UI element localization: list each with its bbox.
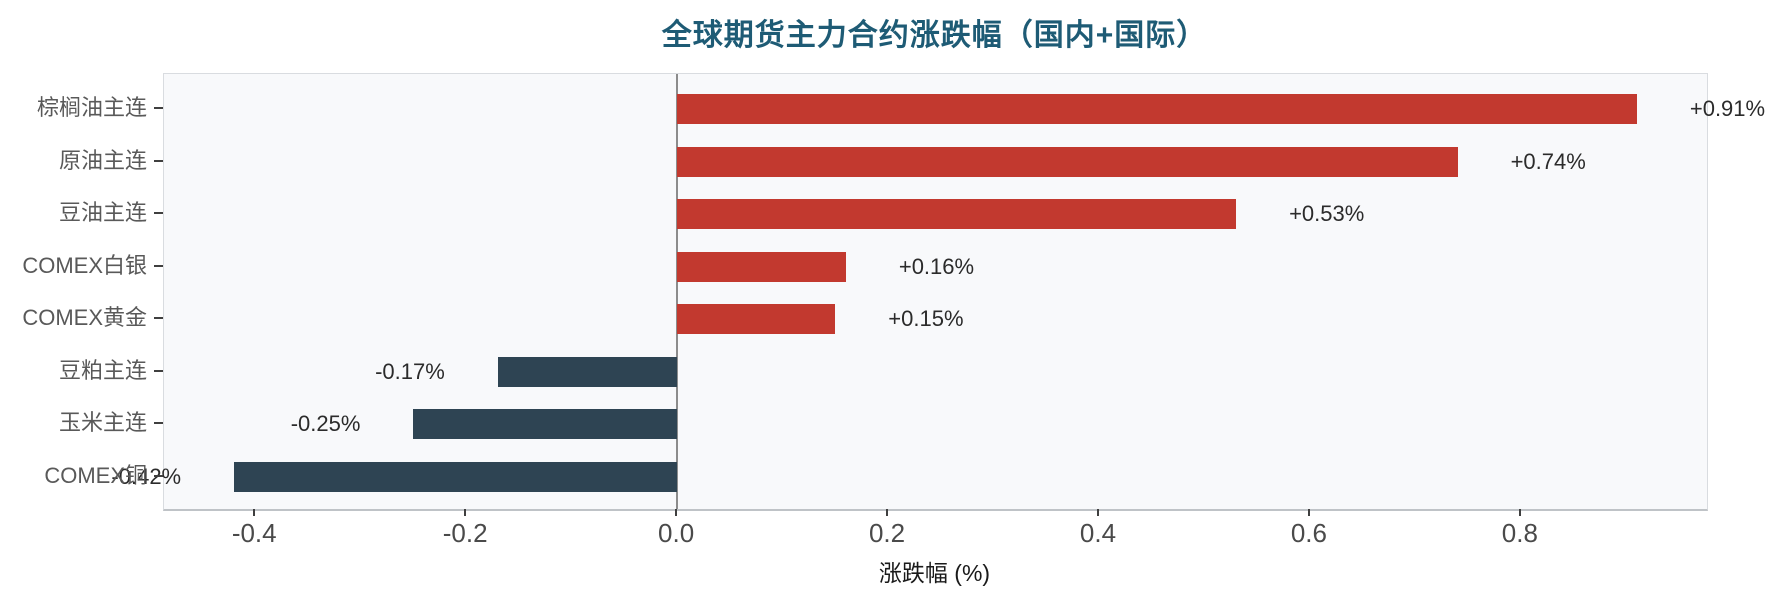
value-label: -0.42% [111, 463, 182, 489]
value-label: -0.17% [375, 358, 445, 384]
y-tick-mark [154, 474, 163, 477]
bar-棕榈油主连 [677, 94, 1637, 124]
x-tick-label: 0.6 [1290, 518, 1327, 548]
x-tick-mark [464, 509, 467, 516]
x-tick-mark [1307, 509, 1310, 516]
x-tick-label: 0.2 [868, 518, 906, 548]
y-tick-mark [154, 159, 163, 162]
bar-玉米主连 [413, 409, 678, 439]
x-tick-mark [886, 509, 889, 516]
y-tick-mark [154, 422, 163, 424]
x-tick-mark [675, 509, 678, 516]
zero-axis-line [676, 74, 679, 509]
category-label: COMEX黄金 [22, 305, 147, 330]
bar-COMEX黄金 [677, 304, 836, 334]
x-tick-label: 0.4 [1079, 518, 1117, 548]
bar-COMEX白银 [677, 251, 846, 282]
x-tick-mark [1096, 509, 1099, 516]
value-label: +0.91% [1689, 96, 1766, 121]
category-label: 豆粕主连 [58, 357, 147, 383]
bar-豆粕主连 [497, 356, 678, 387]
bar-原油主连 [677, 146, 1458, 177]
x-tick-label: -0.2 [442, 518, 488, 548]
value-label: +0.74% [1510, 148, 1586, 174]
y-tick-mark [154, 212, 163, 214]
category-label: 豆油主连 [58, 200, 147, 225]
plot-area: +0.91% +0.74% +0.53% +0.16% +0.15% -0.17% -0.2… [111, 73, 1765, 511]
category-label: 玉米主连 [58, 410, 147, 435]
y-tick-mark [154, 107, 163, 109]
bar-豆油主连 [677, 199, 1237, 229]
chart-title: 全球期货主力合约涨跌幅（国内+国际） [661, 19, 1208, 52]
x-tick-mark [1518, 509, 1521, 516]
x-tick-mark [253, 509, 256, 516]
y-tick-mark [154, 369, 163, 372]
value-label: +0.15% [888, 306, 964, 331]
category-label: COMEX铜 [44, 462, 147, 488]
value-label: -0.25% [290, 411, 361, 436]
x-tick-label: 0.0 [658, 518, 695, 548]
y-tick-mark [154, 317, 163, 319]
value-label: +0.53% [1289, 201, 1365, 226]
category-label: 原油主连 [58, 147, 147, 173]
x-tick-label: 0.8 [1501, 518, 1538, 548]
category-label: COMEX白银 [22, 252, 147, 278]
x-tick-label: -0.4 [231, 518, 277, 548]
y-tick-mark [154, 264, 163, 267]
category-label: 棕榈油主连 [36, 95, 147, 120]
x-axis-title: 涨跌幅 (%) [878, 560, 991, 586]
bar-COMEX铜 [234, 461, 678, 492]
value-label: +0.16% [898, 253, 975, 279]
